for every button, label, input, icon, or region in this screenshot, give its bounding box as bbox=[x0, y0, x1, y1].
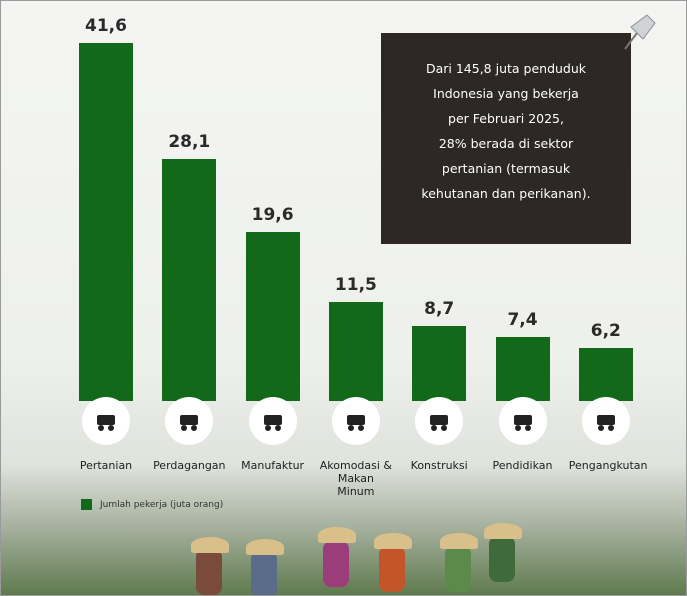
bar bbox=[412, 326, 467, 401]
bar bbox=[495, 337, 550, 401]
category-icon bbox=[581, 397, 630, 445]
legend-swatch bbox=[81, 499, 92, 510]
x-tick-label: Perdagangan bbox=[153, 459, 226, 472]
bar bbox=[328, 302, 383, 401]
annotation-line: kehutanan dan perikanan). bbox=[421, 186, 591, 201]
category-icon bbox=[248, 397, 297, 445]
bar bbox=[162, 159, 217, 401]
category-icon bbox=[415, 397, 464, 445]
bar bbox=[578, 347, 633, 401]
x-tick-label: Pendidikan bbox=[492, 459, 553, 472]
x-tick-label: Akomodasi & Makan Minum bbox=[319, 459, 393, 498]
legend: Jumlah pekerja (juta orang) bbox=[81, 499, 223, 510]
category-icon bbox=[331, 397, 380, 445]
legend-label: Jumlah pekerja (juta orang) bbox=[100, 499, 224, 510]
bar bbox=[79, 43, 133, 401]
value-label: 11,5 bbox=[334, 275, 377, 296]
x-tick-label: Manufaktur bbox=[241, 459, 305, 472]
annotation-box: Dari 145,8 juta penduduk Indonesia yang b… bbox=[381, 33, 631, 244]
value-label: 6,2 bbox=[590, 320, 621, 341]
annotation-line: per Februari 2025, bbox=[448, 111, 564, 126]
annotation-line: 28% berada di sektor bbox=[438, 136, 574, 151]
x-tick-label: Konstruksi bbox=[410, 459, 468, 472]
category-icon bbox=[82, 397, 130, 445]
bar bbox=[245, 232, 300, 401]
value-label: 8,7 bbox=[424, 299, 455, 320]
value-label: 19,6 bbox=[251, 205, 294, 226]
category-icon bbox=[165, 397, 214, 445]
x-tick-label: Pengangkutan bbox=[568, 459, 648, 472]
annotation-line: Indonesia yang bekerja bbox=[433, 86, 579, 101]
value-label: 41,6 bbox=[85, 16, 127, 37]
pin-icon bbox=[624, 14, 656, 50]
value-label: 7,4 bbox=[507, 310, 538, 331]
annotation-line: pertanian (termasuk bbox=[441, 161, 571, 176]
x-tick-label: Pertanian bbox=[79, 459, 133, 472]
value-label: 28,1 bbox=[168, 132, 211, 153]
category-icon bbox=[498, 397, 547, 445]
annotation-line: Dari 145,8 juta penduduk bbox=[425, 61, 587, 76]
